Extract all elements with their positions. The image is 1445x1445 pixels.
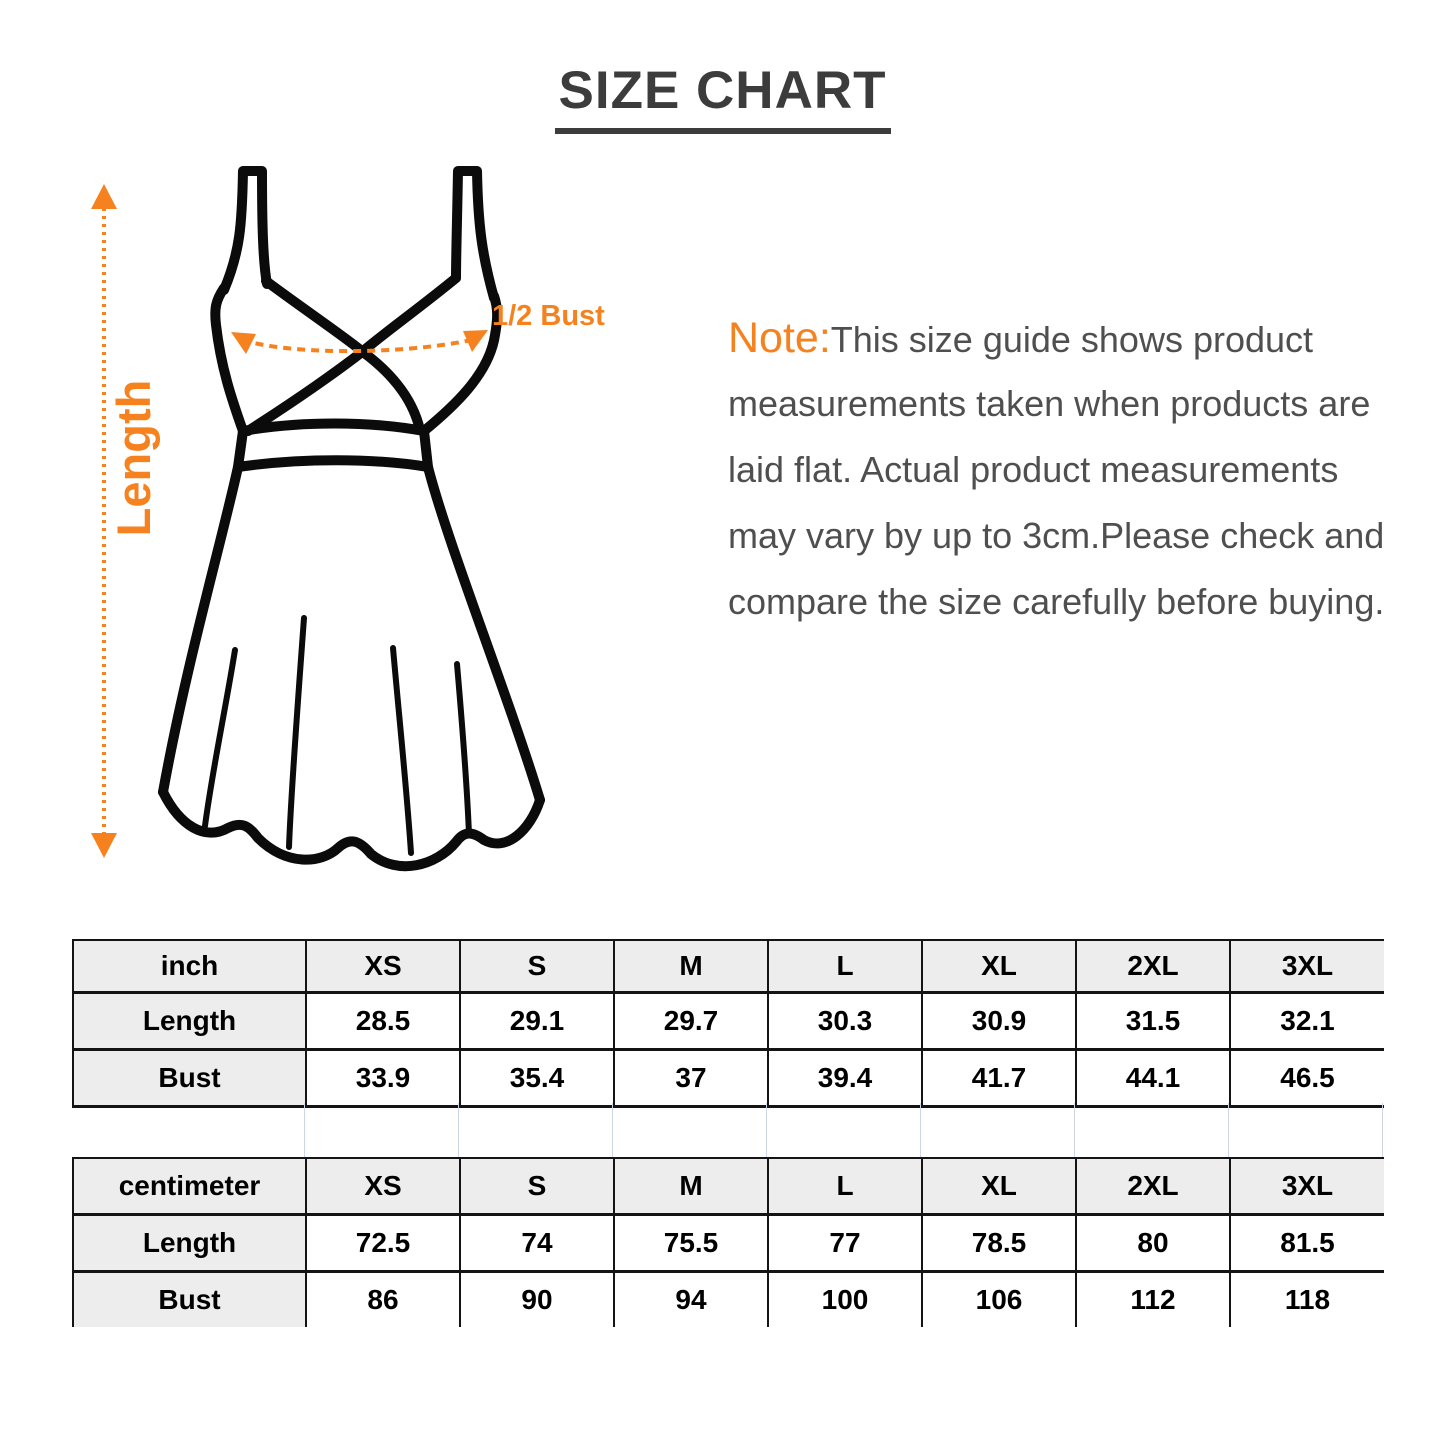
size-header-cell: L — [767, 940, 922, 993]
dress-strap-right-outline — [451, 166, 499, 303]
dress-skirt-left-edge — [158, 462, 243, 797]
note-line: Note:This size guide shows product — [728, 305, 1428, 371]
note-text: This size guide shows product — [830, 319, 1314, 360]
dress-skirt-fold-1 — [202, 647, 238, 829]
row-label-cell: Bust — [73, 1270, 306, 1327]
value-cell: 100 — [767, 1270, 922, 1327]
length-label: Length — [107, 380, 160, 537]
value-cell: 32.1 — [1229, 991, 1384, 1050]
table-header-row: centimeter XS S M L XL 2XL 3XL — [73, 1158, 1384, 1215]
size-header-cell: S — [459, 1158, 614, 1215]
value-cell: 86 — [305, 1270, 460, 1327]
value-cell: 44.1 — [1075, 1048, 1230, 1107]
size-table-inch: inch XS S M L XL 2XL 3XL Length 28.5 29.… — [72, 939, 1384, 1108]
value-cell: 74 — [459, 1213, 614, 1272]
value-cell: 81.5 — [1229, 1213, 1384, 1272]
size-header-cell: XL — [921, 940, 1076, 993]
value-cell: 118 — [1229, 1270, 1384, 1327]
note-line: compare the size carefully before buying… — [728, 581, 1385, 622]
size-header-cell: S — [459, 940, 614, 993]
value-cell: 39.4 — [767, 1048, 922, 1107]
value-cell: 30.3 — [767, 991, 922, 1050]
value-cell: 31.5 — [1075, 991, 1230, 1050]
dress-waistband — [233, 418, 433, 472]
size-header-cell: M — [613, 940, 768, 993]
size-header-cell: XS — [305, 940, 460, 993]
value-cell: 90 — [459, 1270, 614, 1327]
size-header-cell: 3XL — [1229, 940, 1384, 993]
dress-skirt-fold-4 — [454, 661, 472, 838]
row-label-cell: Length — [73, 1213, 306, 1272]
note-label: Note: — [728, 314, 831, 362]
value-cell: 77 — [767, 1213, 922, 1272]
value-cell: 72.5 — [305, 1213, 460, 1272]
size-header-cell: 2XL — [1075, 1158, 1230, 1215]
value-cell: 41.7 — [921, 1048, 1076, 1107]
spreadsheet-gridlines — [72, 1103, 1383, 1157]
table-row-length: Length 72.5 74 75.5 77 78.5 80 81.5 — [73, 1213, 1384, 1272]
bust-measure-line — [241, 336, 481, 354]
dress-diagram: Length 1/2 Bust — [91, 166, 605, 872]
dress-strap-left-outline — [219, 166, 272, 295]
value-cell: 46.5 — [1229, 1048, 1384, 1107]
dress-neckline-right-panel — [243, 273, 461, 436]
page-title: SIZE CHART — [554, 60, 891, 134]
dress-skirt-fold-2 — [286, 615, 307, 850]
table-row-bust: Bust 86 90 94 100 106 112 118 — [73, 1270, 1384, 1327]
value-cell: 33.9 — [305, 1048, 460, 1107]
size-table-centimeter: centimeter XS S M L XL 2XL 3XL Length 72… — [72, 1157, 1384, 1327]
value-cell: 78.5 — [921, 1213, 1076, 1272]
value-cell: 29.1 — [459, 991, 614, 1050]
value-cell: 80 — [1075, 1213, 1230, 1272]
dress-skirt-fold-3 — [390, 645, 414, 856]
title-wrap: SIZE CHART — [0, 60, 1445, 134]
dress-side-right — [419, 291, 503, 436]
unit-header-cell: inch — [73, 940, 306, 993]
row-label-cell: Bust — [73, 1048, 306, 1107]
size-header-cell: XL — [921, 1158, 1076, 1215]
dress-hem — [158, 787, 545, 872]
value-cell: 30.9 — [921, 991, 1076, 1050]
length-arrowhead-bottom-icon — [91, 833, 117, 858]
value-cell: 35.4 — [459, 1048, 614, 1107]
value-cell: 94 — [613, 1270, 768, 1327]
size-header-cell: L — [767, 1158, 922, 1215]
dress-skirt-right-edge — [423, 462, 545, 805]
bust-arrowhead-left-icon — [231, 332, 256, 354]
value-cell: 75.5 — [613, 1213, 768, 1272]
bust-arrowhead-right-icon — [463, 330, 488, 352]
note-line: laid flat. Actual product measurements — [728, 449, 1339, 490]
dress-side-left — [210, 283, 248, 436]
value-cell: 28.5 — [305, 991, 460, 1050]
table-row-bust: Bust 33.9 35.4 37 39.4 41.7 44.1 46.5 — [73, 1048, 1384, 1107]
value-cell: 29.7 — [613, 991, 768, 1050]
bust-label: 1/2 Bust — [492, 300, 605, 332]
row-label-cell: Length — [73, 991, 306, 1050]
unit-header-cell: centimeter — [73, 1158, 306, 1215]
value-cell: 37 — [613, 1048, 768, 1107]
value-cell: 112 — [1075, 1270, 1230, 1327]
size-header-cell: XS — [305, 1158, 460, 1215]
note-line: may vary by up to 3cm.Please check and — [728, 515, 1385, 556]
length-arrowhead-top-icon — [91, 184, 117, 209]
value-cell: 106 — [921, 1270, 1076, 1327]
table-row-length: Length 28.5 29.1 29.7 30.3 30.9 31.5 32.… — [73, 991, 1384, 1050]
size-header-cell: 3XL — [1229, 1158, 1384, 1215]
note-line: measurements taken when products are — [728, 383, 1371, 424]
size-header-cell: M — [613, 1158, 768, 1215]
note-block: Note:This size guide shows product measu… — [728, 305, 1428, 635]
size-header-cell: 2XL — [1075, 940, 1230, 993]
table-header-row: inch XS S M L XL 2XL 3XL — [73, 940, 1384, 993]
